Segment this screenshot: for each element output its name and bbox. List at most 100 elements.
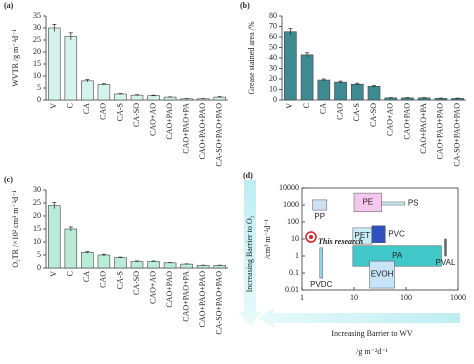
x-tick-label: CAO+PAO	[402, 103, 411, 140]
x-tick-label: CA-SO	[369, 103, 378, 127]
region	[371, 225, 386, 244]
bar	[417, 97, 431, 101]
x-tick-label: CAO+PAO+PAO	[198, 103, 207, 160]
y-tick-label: 10	[33, 71, 41, 80]
x-tick-label: CAO	[99, 103, 108, 120]
y-tick-label: 15	[33, 224, 41, 233]
x-tick-label: CA	[82, 271, 91, 282]
bar	[81, 80, 94, 101]
x-tick-label: CA-SO	[132, 103, 141, 127]
y-tick-label: 20	[33, 47, 41, 56]
annotation: This research	[318, 237, 364, 246]
bar	[97, 254, 111, 269]
panel-label: (d)	[243, 171, 253, 180]
y-tick-label: 0.1	[289, 268, 299, 277]
region-label: PE	[362, 198, 373, 207]
bar	[48, 27, 61, 101]
x-tick-label: CAO	[99, 271, 108, 288]
y-tick-label: 20	[33, 211, 41, 220]
y-axis-label: Grease stained area /%	[247, 21, 256, 94]
y-tick-label: 0	[37, 95, 41, 104]
y-tick-label: 100	[287, 217, 299, 226]
x-tick-label: CA-SO+PAO+PAO	[215, 271, 224, 335]
y-axis-label: /cm³ m⁻²d⁻¹	[263, 218, 272, 258]
bar	[367, 86, 381, 101]
region-label: EVOH	[371, 270, 394, 279]
y-tick-label: 50	[269, 42, 277, 51]
y-tick-label: 30	[33, 23, 41, 32]
y-tick-label: 25	[33, 198, 41, 207]
y-tick-label: 70	[269, 21, 277, 30]
bar	[350, 83, 364, 101]
x-tick-label: CAO+PAO+PAO	[436, 103, 445, 160]
x-tick-label: CAO+PAO+PA	[181, 103, 190, 154]
bar	[64, 36, 78, 101]
region-label: PVDC	[310, 280, 332, 289]
y-tick-label: 20	[269, 74, 277, 83]
x-tick-label: 1000	[450, 293, 466, 302]
o2-arrow	[238, 180, 262, 326]
x-tick-label: V	[49, 103, 58, 109]
y-tick-label: 0	[273, 95, 277, 104]
y-tick-label: 1000	[283, 200, 299, 209]
y-tick-label: 25	[33, 35, 41, 44]
panel-label: (a)	[4, 1, 14, 10]
y-axis-label: WVTR /g m⁻²d⁻¹	[11, 29, 20, 87]
bar	[114, 257, 127, 269]
y-tick-label: 60	[269, 32, 277, 41]
region	[319, 247, 323, 279]
y-tick-label: 30	[33, 185, 41, 194]
region-label: PET	[355, 231, 371, 240]
x-tick-label: CAO+AO	[386, 103, 395, 136]
x-tick-label: CA	[82, 103, 91, 114]
x-tick-label: 1	[300, 293, 304, 302]
y-axis-label: O₂TR /×10² cm³ m⁻²d⁻¹	[11, 190, 20, 268]
panel-label: (b)	[240, 1, 250, 10]
region	[369, 260, 395, 289]
region-label: PA	[392, 251, 403, 260]
x-tick-label: CAO+PAO+PA	[181, 271, 190, 322]
bar	[401, 97, 414, 101]
x-tick-label: CA-S	[115, 103, 124, 121]
x-tick-label: CA-SO	[132, 271, 141, 295]
bar	[334, 81, 347, 101]
bar	[64, 228, 78, 269]
y-tick-label: 1	[295, 251, 299, 260]
x-tick-label: V	[49, 271, 58, 277]
x-tick-label: CA	[319, 103, 328, 114]
panel-label: (c)	[4, 175, 13, 184]
y-tick-label: 0.01	[285, 285, 299, 294]
region	[381, 201, 406, 206]
y-arrow-label: Increasing Barrier to O₂	[245, 215, 254, 292]
annotation-text: This research	[318, 237, 364, 246]
x-tick-label: V	[285, 103, 294, 109]
x-tick-label: C	[66, 271, 75, 276]
x-tick-label: 100	[400, 293, 412, 302]
y-tick-label: 10	[269, 84, 277, 93]
bar	[147, 95, 160, 101]
x-tick-label: CAO+AO	[148, 271, 157, 304]
region	[312, 199, 328, 211]
bar	[130, 94, 144, 101]
x-tick-label: CAO+AO	[148, 103, 157, 136]
x-arrow-label: Increasing Barrier to WV	[331, 329, 413, 338]
x-tick-label: C	[66, 103, 75, 108]
bar	[213, 265, 226, 269]
x-tick-label: CAO+PAO+PA	[419, 103, 428, 154]
y-tick-label: 40	[269, 53, 277, 62]
x-tick-label: CA-S	[352, 103, 361, 121]
x-tick-label: CA-S	[115, 271, 124, 289]
bar	[81, 252, 94, 269]
target-icon	[305, 231, 317, 243]
y-tick-label: 15	[33, 59, 41, 68]
region-label: PP	[314, 212, 325, 221]
y-tick-label: 35	[33, 11, 41, 20]
x-tick-label: CAO	[335, 103, 344, 120]
bar	[97, 84, 111, 101]
x-tick-label: CAO+PAO	[165, 271, 174, 308]
x-axis-label: /g m⁻²d⁻¹	[356, 347, 388, 356]
x-tick-label: CAO+PAO	[165, 103, 174, 140]
x-tick-label: CA-SO+PAO+PAO	[452, 103, 461, 167]
y-tick-label: 30	[269, 63, 277, 72]
y-tick-label: 10	[33, 237, 41, 246]
